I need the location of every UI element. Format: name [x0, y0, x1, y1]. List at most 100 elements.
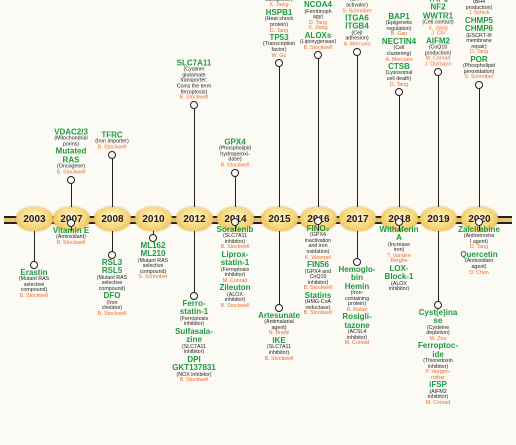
compound-entry-2017: Hemoglo-bin Hemin (Iron-containing protein)… — [338, 265, 376, 347]
timeline-axis-line-top — [4, 216, 512, 218]
connector-line — [318, 58, 319, 207]
connector-line — [438, 75, 439, 207]
entry-author: T. Vanden — [387, 252, 411, 259]
entry-name: NF2 — [430, 3, 446, 12]
entry-description: (Mitochondrial — [54, 136, 88, 143]
year-marker: 2010 — [135, 207, 172, 231]
entry-description: membrane — [466, 38, 492, 45]
connector-line — [479, 88, 480, 207]
compound-entry-2008: RSL3 RSL5 (Mutant RAS selective compound) DFO… — [97, 258, 127, 317]
entry-name: Hemoglo- — [338, 265, 376, 274]
entry-description: (Antioxidant — [465, 258, 493, 265]
entry-description: inhibitor) — [427, 363, 449, 370]
compound-entry-2003: Erastin (Mutant RAS selective compound) B. S… — [19, 268, 49, 300]
entry-description: transporter) — [261, 0, 296, 3]
entry-description: inhibitor) — [388, 286, 410, 293]
entry-name: IKE — [272, 336, 286, 346]
entry-author: S. Schreiber — [138, 274, 168, 281]
entry-description: cell death) — [386, 75, 412, 82]
entry-description: (Antioxidant) — [56, 234, 86, 241]
entry-name: Liprox- — [221, 250, 249, 260]
entry-name: Sulfasala- — [175, 326, 213, 336]
entry-description: (Iron- — [350, 290, 364, 297]
entry-name: DPI — [187, 354, 201, 364]
entry-description: selective — [23, 281, 45, 288]
entry-author: M. Conrad — [425, 399, 451, 406]
discovery-entry-2015: SLC38A1(Glutaminetransporter)X. JiangHSP… — [261, 0, 296, 59]
entry-description: (ESCRT-III — [466, 32, 492, 39]
entry-name: statin-1 — [220, 258, 250, 268]
entry-author: P. Hergen- — [425, 369, 451, 376]
entry-description: (Mutant RAS — [137, 257, 169, 264]
discovery-entry-2007: VDAC2/3 (Mitochondrial porins) Mutated RAS (O… — [54, 128, 88, 176]
entry-description: inhibitor) — [307, 279, 329, 286]
entry-description: (Iron importer) — [95, 138, 129, 145]
entry-description: ferroptosis) — [180, 88, 208, 95]
connector-line — [357, 55, 358, 207]
compound-entry-2019: Cyst(e)ina se (Cysteine depletion) W. Zou Fer… — [418, 308, 458, 406]
connector-line — [71, 183, 72, 207]
connector-dot — [275, 59, 283, 67]
entry-description: (Antimalarial — [264, 319, 294, 326]
compound-entry-2016: FINO₂ (GPX4 inactivation and iron oxidation)… — [304, 224, 333, 317]
entry-description: CoQ10 — [309, 274, 327, 281]
entry-description: selective — [142, 263, 164, 270]
entry-name: Hemin — [344, 281, 370, 291]
entry-author: B. Stockwell — [56, 169, 86, 176]
entry-name: TP53 — [269, 32, 289, 42]
entry-name: iFSP — [429, 380, 447, 390]
entry-name: NCOA4 — [303, 0, 332, 9]
entry-name: GKT137831 — [172, 363, 216, 373]
connector-dot — [395, 218, 403, 226]
year-marker: 2017 — [339, 207, 376, 231]
entry-author: X. Jiang — [308, 24, 328, 31]
entry-description: containing — [344, 295, 370, 302]
entry-author: B. Stockwell — [264, 355, 294, 362]
connector-line — [279, 66, 280, 207]
entry-description: glutamate — [182, 72, 206, 79]
entry-description: agy) — [312, 13, 324, 20]
entry-description: (Ferritinoph — [304, 8, 332, 15]
discovery-entry-2016: ACSL4(Lipidbiosynthesis)D. TangM. Conrad… — [300, 0, 336, 51]
entry-description: regulation) — [386, 25, 412, 32]
entry-name: FIN56 — [307, 260, 329, 270]
entry-description: (ALOX — [227, 291, 243, 298]
entry-description: reductase) — [305, 304, 331, 311]
connector-dot — [67, 176, 75, 184]
entry-description: (Cell — [393, 45, 405, 52]
entry-name: GPX4 — [224, 137, 246, 147]
entry-description: (SLC7A11 — [181, 343, 207, 350]
entry-description: inhibitor) — [183, 349, 205, 356]
entry-author: M. Conrad — [425, 55, 451, 62]
entry-name: CHMP5 — [464, 16, 494, 25]
entry-name: RSL5 — [101, 266, 123, 276]
connector-line — [194, 231, 195, 293]
entry-description: production) — [465, 4, 493, 11]
entry-description: (AIFM2 — [429, 388, 447, 395]
entry-name: POR — [470, 54, 488, 64]
entry-description: (Antiretrovira — [463, 233, 495, 240]
entry-name: WWTR1 — [422, 11, 454, 21]
entry-author: S. Schreiber — [342, 8, 372, 15]
connector-dot — [353, 258, 361, 266]
entry-description: (Lipoxygenase) — [299, 38, 337, 45]
entry-author: B. Gan — [390, 31, 408, 38]
entry-name: Erastin — [20, 268, 48, 277]
connector-line — [153, 231, 154, 235]
connector-dot — [149, 234, 157, 242]
connector-dot — [108, 251, 116, 259]
connector-line — [399, 95, 400, 207]
entry-author: B. Stockwell — [19, 293, 49, 300]
connector-dot — [30, 261, 38, 269]
entry-description: inhibitor) — [268, 349, 290, 356]
entry-name: DFO — [103, 291, 121, 301]
entry-description: (ALOX — [391, 280, 407, 287]
entry-author: Berghe — [390, 258, 408, 265]
entry-author: D. Tang — [269, 27, 289, 34]
connector-dot — [434, 68, 442, 76]
compound-entry-2018: Withaferin A (Increase iron) T. Vanden Berghe… — [379, 225, 418, 293]
connector-dot — [108, 151, 116, 159]
entry-description: (NOX inhibitor) — [176, 371, 212, 378]
entry-author: D. Tang — [389, 81, 409, 88]
